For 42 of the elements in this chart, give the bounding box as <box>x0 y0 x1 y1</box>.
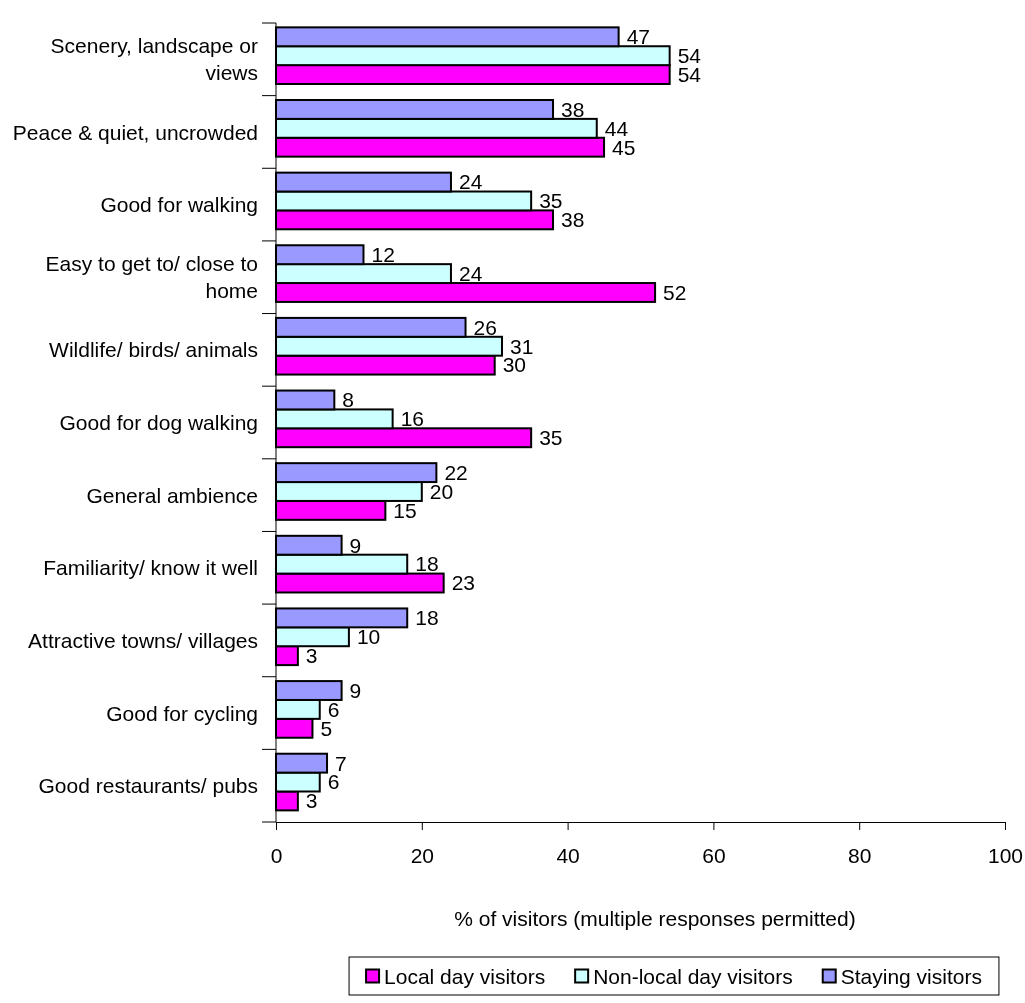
data-label: 16 <box>400 407 424 431</box>
y-tick-label: Good for cycling <box>106 701 258 725</box>
x-tick-label: 60 <box>702 843 726 867</box>
y-tick-label: Easy to get to/ close to home <box>45 252 258 303</box>
data-label: 47 <box>626 25 650 49</box>
legend-label: Staying visitors <box>840 964 982 988</box>
data-label: 35 <box>539 189 563 213</box>
data-label: 24 <box>458 261 483 285</box>
data-label: 18 <box>415 606 439 630</box>
data-label: 10 <box>356 625 381 649</box>
x-tick-label: 100 <box>987 843 1024 867</box>
y-tick-label: Wildlife/ birds/ animals <box>49 338 258 362</box>
legend-label: Non-local day visitors <box>593 964 793 988</box>
data-label: 26 <box>473 315 497 339</box>
data-label: 38 <box>561 97 585 121</box>
data-label: 52 <box>663 280 687 304</box>
y-tick-label: Peace & quiet, uncrowded <box>12 120 258 144</box>
x-tick-label: 20 <box>410 843 434 867</box>
x-tick-label: 80 <box>848 843 872 867</box>
data-label: 18 <box>415 552 439 576</box>
x-tick-label: 40 <box>556 843 580 867</box>
data-label: 15 <box>393 498 417 522</box>
data-label: 12 <box>371 243 395 267</box>
y-tick-label: Attractive towns/ villages <box>28 628 258 652</box>
data-label: 3 <box>305 644 318 668</box>
y-tick-label: Good for walking <box>100 193 258 217</box>
y-tick-label: Scenery, landscape or views <box>50 34 258 85</box>
y-tick-label: Good restaurants/ pubs <box>38 774 258 798</box>
data-label: 23 <box>451 571 476 595</box>
y-tick-label: Good for dog walking <box>59 411 258 435</box>
y-tick-label: General ambience <box>86 483 258 507</box>
data-label: 9 <box>349 678 362 702</box>
y-tick-label: Familiarity/ know it well <box>43 556 258 580</box>
data-label: 35 <box>539 426 563 450</box>
data-label: 8 <box>342 388 355 412</box>
legend-label: Local day visitors <box>384 964 546 988</box>
x-axis-title: % of visitors (multiple responses permitted) <box>454 906 856 930</box>
data-label: 3 <box>305 789 318 813</box>
data-label: 24 <box>458 170 483 194</box>
data-label: 9 <box>349 533 362 557</box>
x-tick-label: 0 <box>270 843 283 867</box>
data-label: 38 <box>561 208 585 232</box>
